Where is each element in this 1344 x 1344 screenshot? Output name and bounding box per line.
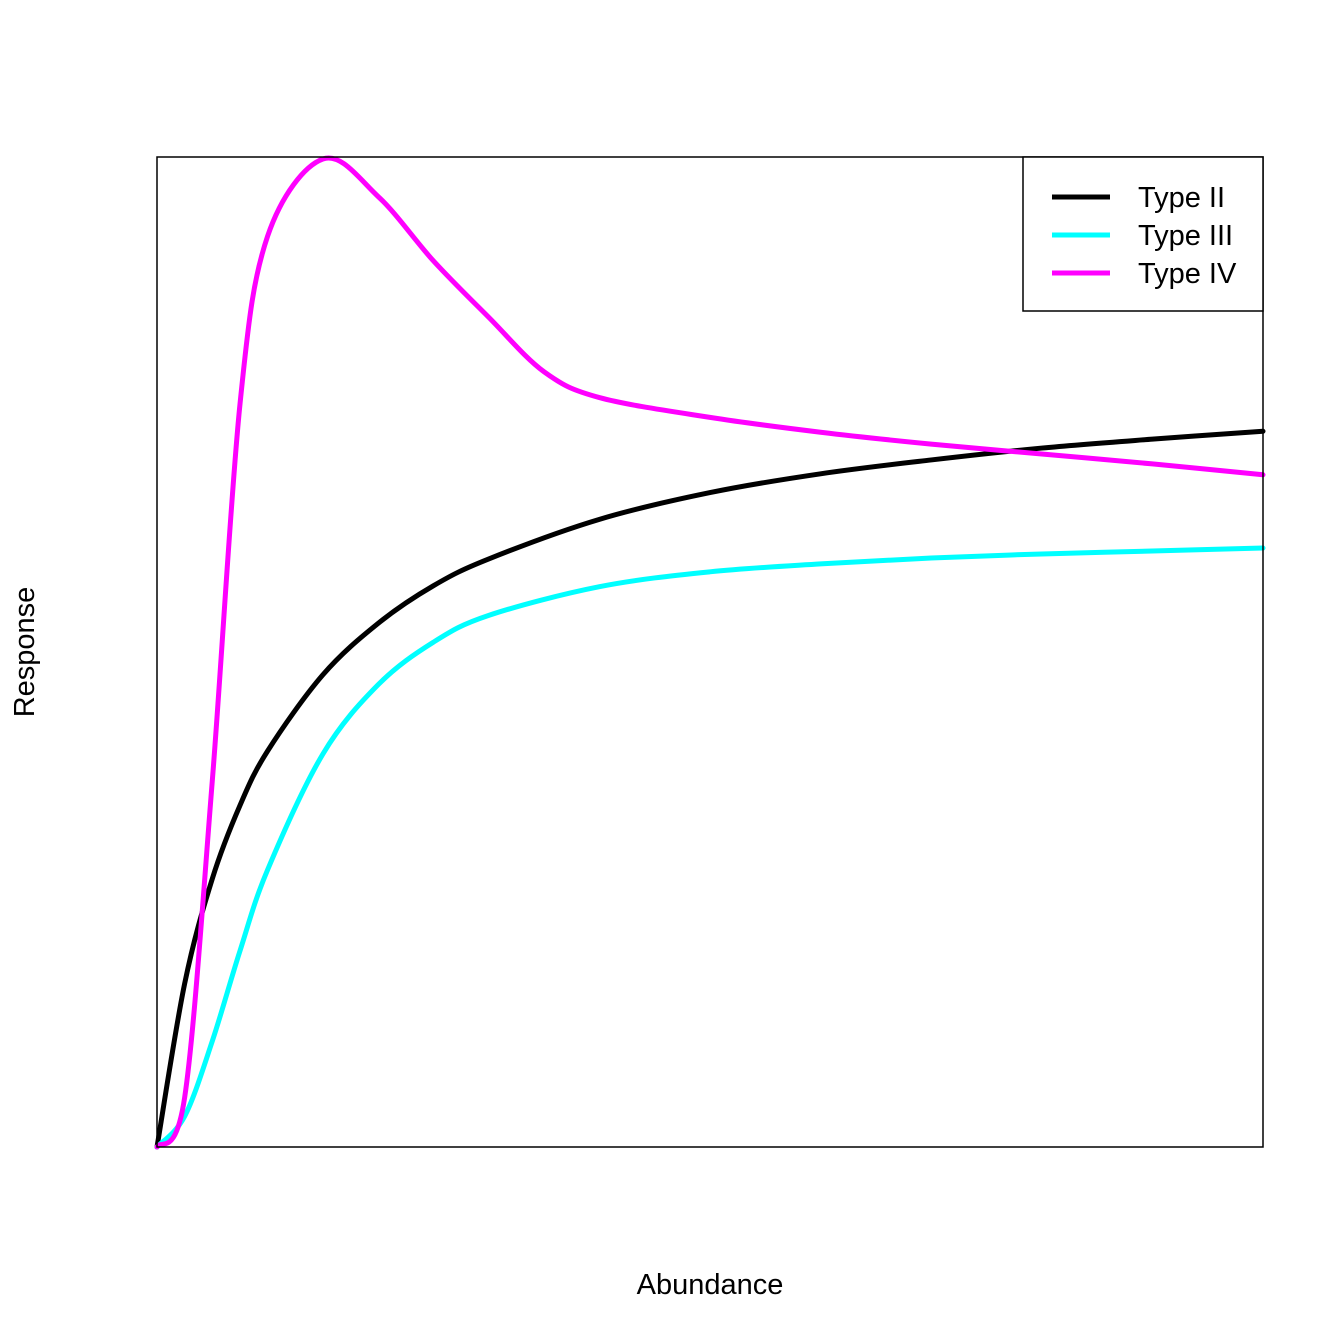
series-line-type-iii [154, 545, 1266, 1150]
y-axis-label: Response [9, 587, 41, 718]
series-layer [154, 155, 1266, 1150]
plot-frame [156, 156, 1264, 1148]
legend-items: Type II Type III Type IV [1052, 182, 1237, 290]
legend: Type II Type III Type IV [1022, 156, 1264, 312]
legend-label-type-iv: Type IV [1138, 258, 1237, 290]
x-axis-label: Abundance [637, 1269, 784, 1301]
legend-label-type-ii: Type II [1138, 182, 1225, 214]
legend-label-type-iii: Type III [1138, 220, 1233, 252]
series-line-type-iv [154, 155, 1266, 1150]
